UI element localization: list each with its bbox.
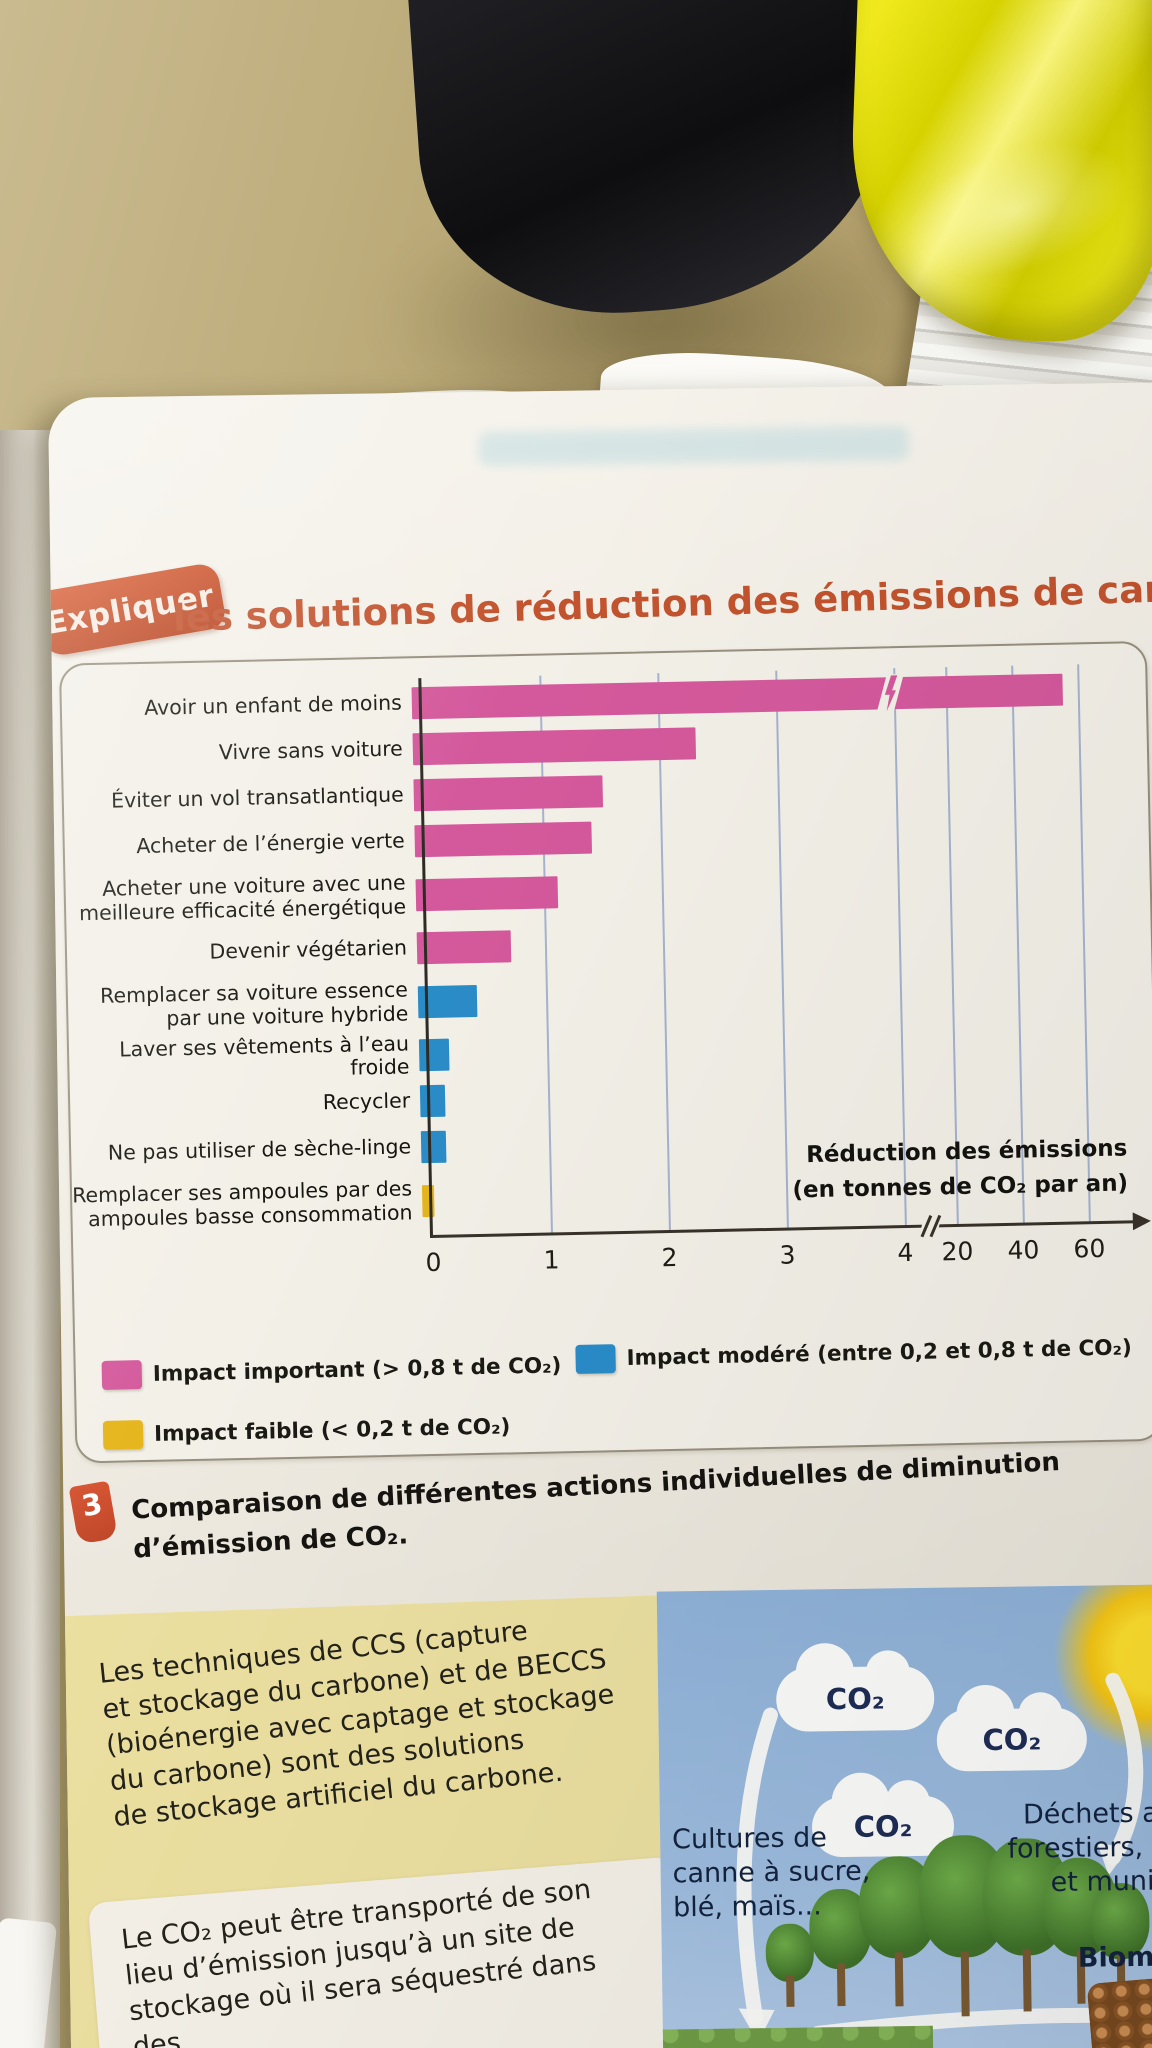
co2-cloud: CO₂ (936, 1707, 1088, 1772)
legend-item: Impact important (> 0,8 t de CO₂) (101, 1351, 562, 1390)
legend-label: Impact important (> 0,8 t de CO₂) (152, 1353, 562, 1387)
page-showthrough (478, 425, 909, 466)
axis-tick-label: 20 (941, 1236, 974, 1267)
legend-item: Impact faible (< 0,2 t de CO₂) (102, 1412, 511, 1450)
legend-label: Impact modéré (entre 0,2 et 0,8 t de CO₂… (626, 1335, 1133, 1371)
figure-caption-text: Comparaison de différentes actions indiv… (130, 1447, 1061, 1565)
bar-label: Devenir végétarien (209, 935, 408, 964)
axis-arrow-icon (1132, 1211, 1152, 1231)
bar-label: Ne pas utiliser de sèche-linge (107, 1134, 412, 1166)
bar-label: Recycler (322, 1088, 411, 1115)
axis-tick-label: 2 (661, 1242, 678, 1273)
text-card: Le CO₂ peut être transporté de son lieu … (87, 1856, 693, 2048)
legend-swatch (575, 1344, 616, 1375)
paragraph-co2-transport: Le CO₂ peut être transporté de son lieu … (119, 1873, 598, 2048)
bar-label: Éviter un vol transatlantique (110, 782, 405, 813)
bar-label: Avoir un enfant de moins (144, 690, 403, 721)
bar (414, 821, 593, 858)
axis-tick-label: 60 (1073, 1233, 1106, 1264)
bar (412, 727, 697, 766)
label-cultures: Cultures de canne à sucre, blé, maïs... (671, 1822, 871, 1924)
bar (413, 775, 603, 812)
crop-field (662, 2025, 934, 2048)
bar (419, 1084, 446, 1118)
legend-item: Impact modéré (entre 0,2 et 0,8 t de CO₂… (575, 1333, 1133, 1375)
tree-icon (765, 1923, 815, 2010)
label-biomasse: Biomas (1077, 1941, 1152, 1974)
illustration: CO₂ CO₂ CO₂ Cultures de canne à sucre, b… (656, 1583, 1152, 2048)
page-title: les solutions de réduction des émissions… (172, 564, 1152, 640)
legend-swatch (101, 1360, 143, 1390)
co2-label: CO₂ (853, 1809, 913, 1844)
axis-tick-label: 3 (779, 1240, 796, 1270)
co2-label: CO₂ (982, 1722, 1042, 1758)
figure-number-badge: 3 (68, 1480, 119, 1545)
co2-cloud: CO₂ (775, 1665, 935, 1732)
bar-label: Laver ses vêtements à l’eau froide (118, 1031, 410, 1080)
chart-panel: Avoir un enfant de moins Vivre sans voitu… (58, 640, 1152, 1464)
paragraph-ccs: Les techniques de CCS (capture et stocka… (97, 1615, 616, 1833)
underlying-page-edges (0, 430, 60, 2048)
bar-label: Vivre sans voiture (218, 736, 404, 765)
bar-label: Remplacer sa voiture essence par une voi… (99, 977, 409, 1031)
bar (415, 875, 558, 911)
label-dechets: Déchets ag forestiers, in et munici (1007, 1797, 1152, 1899)
bar (416, 930, 512, 965)
bar-label: Acheter une voiture avec une meilleure e… (78, 870, 407, 925)
bar (411, 673, 1064, 720)
axis-tick-label: 0 (425, 1247, 442, 1278)
bar-label: Remplacer ses ampoules par des ampoules … (71, 1176, 413, 1231)
co2-label: CO₂ (825, 1681, 885, 1717)
bar (420, 1130, 447, 1164)
x-axis-label: Réduction des émissions (en tonnes de CO… (792, 1135, 1129, 1203)
bar (418, 1038, 450, 1072)
legend-label: Impact faible (< 0,2 t de CO₂) (153, 1414, 511, 1447)
axis-tick-label: 40 (1007, 1235, 1040, 1265)
textbook-page: Expliquer les solutions de réduction des… (48, 381, 1152, 2048)
axis-tick-label: 4 (897, 1237, 914, 1268)
legend-swatch (102, 1420, 144, 1450)
axis-tick-label: 1 (543, 1245, 560, 1275)
bar-label: Acheter de l’énergie verte (136, 828, 405, 859)
text-panel: Les techniques de CCS (capture et stocka… (48, 1595, 693, 2048)
